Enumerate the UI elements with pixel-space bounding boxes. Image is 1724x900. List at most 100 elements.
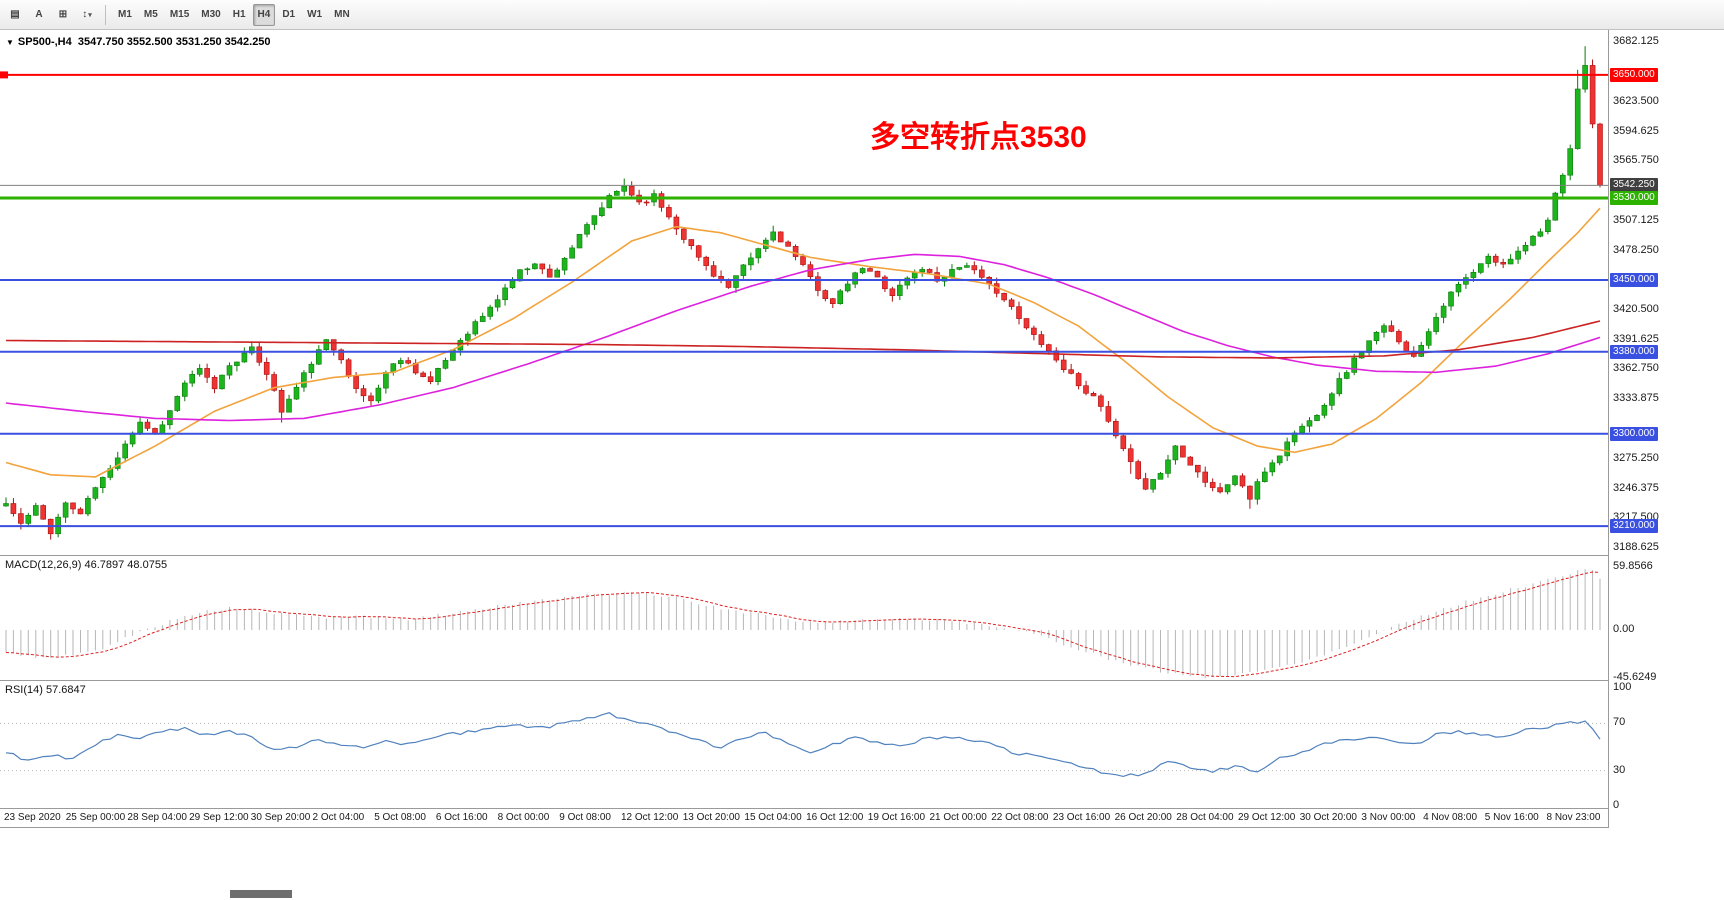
price-tick-label: 3507.125 <box>1613 214 1659 227</box>
time-tick-label: 2 Oct 04:00 <box>312 812 365 823</box>
time-tick-label: 4 Nov 08:00 <box>1423 812 1478 823</box>
price-level-badge: 3450.000 <box>1610 273 1658 287</box>
macd-axis-label: 59.8566 <box>1613 560 1653 573</box>
macd-signal-line <box>5 571 1601 678</box>
chart-ohlc-values: 3547.750 3552.500 3531.250 3542.250 <box>77 36 271 48</box>
draw-tools-icon: ↕ <box>82 9 88 20</box>
time-tick-label: 28 Sep 04:00 <box>127 812 187 823</box>
timeframe-h4-button[interactable]: H4 <box>252 3 276 26</box>
chart-annotation-text[interactable]: 多空转折点3530 <box>870 121 1087 154</box>
rsi-name: RSI(14) <box>5 684 43 696</box>
time-tick-label: 3 Nov 00:00 <box>1361 812 1416 823</box>
timeframe-m30-button[interactable]: M30 <box>201 9 221 20</box>
rsi-value: 57.6847 <box>45 684 86 696</box>
macd-name: MACD(12,26,9) <box>5 559 82 571</box>
macd-histogram <box>5 569 1601 679</box>
toolbar-tools-group: ▤ A ⊞ ↕ ▾ <box>4 4 98 26</box>
toolbar-separator <box>105 4 106 25</box>
price-tick-label: 3478.250 <box>1613 244 1659 257</box>
crosshair-icon: ⊞ <box>58 9 68 20</box>
panel-separator <box>0 808 1724 809</box>
chart-title: ▼ SP500-,H4 3547.750 3552.500 3531.250 35… <box>6 36 271 48</box>
candlesticks-layer <box>3 46 1603 540</box>
panel-separator[interactable] <box>0 680 1724 681</box>
price-level-badge: 3530.000 <box>1610 190 1658 205</box>
time-tick-label: 30 Sep 20:00 <box>250 812 311 823</box>
timeframe-m15-button[interactable]: M15 <box>169 9 190 20</box>
macd-axis-label: -45.6249 <box>1613 670 1657 683</box>
price-chart-canvas[interactable] <box>0 30 1608 555</box>
time-tick-label: 13 Oct 20:00 <box>682 812 740 823</box>
rsi-line <box>5 712 1601 778</box>
ma-slow-red-line <box>5 320 1601 359</box>
time-tick-label: 26 Oct 20:00 <box>1114 812 1172 823</box>
text-annotate-button[interactable]: A <box>28 4 50 26</box>
chart-bottom-border <box>0 827 1724 828</box>
price-level-badge: 3380.000 <box>1610 344 1658 359</box>
timeframe-toolbar: M1 M5 M15 M30 H1 H4 D1 W1 MN <box>113 3 355 26</box>
time-tick-label: 12 Oct 12:00 <box>621 812 679 823</box>
price-tick-label: 3362.750 <box>1613 362 1659 375</box>
macd-indicator-label: MACD(12,26,9) 46.7897 48.0755 <box>5 559 167 571</box>
time-tick-label: 19 Oct 16:00 <box>867 812 926 823</box>
macd-axis-label: 0.00 <box>1613 623 1635 635</box>
timeframe-m1-button[interactable]: M1 <box>118 9 132 20</box>
price-tick-label: 3623.500 <box>1613 95 1659 108</box>
time-tick-label: 28 Oct 04:00 <box>1176 812 1234 823</box>
timeframe-m5-button[interactable]: M5 <box>143 9 158 20</box>
time-tick-label: 23 Sep 2020 <box>4 812 61 823</box>
charts-grid-button[interactable]: ▤ <box>4 4 26 26</box>
macd-panel-canvas[interactable] <box>0 556 1608 680</box>
main-toolbar: ▤ A ⊞ ↕ ▾ M1 M5 M15 M30 H1 H4 D1 W1 MN <box>0 0 1724 30</box>
time-tick-label: 29 Sep 12:00 <box>189 812 249 823</box>
price-tick-label: 3682.125 <box>1613 35 1659 47</box>
panel-separator[interactable] <box>0 555 1724 556</box>
time-tick-label: 8 Oct 00:00 <box>497 812 550 823</box>
timeframe-w1-button[interactable]: W1 <box>307 9 323 20</box>
time-tick-label: 8 Nov 23:00 <box>1546 812 1601 823</box>
time-tick-label: 21 Oct 00:00 <box>929 812 987 823</box>
crosshair-button[interactable]: ⊞ <box>52 4 74 26</box>
collapse-triangle-icon[interactable]: ▼ <box>6 38 14 47</box>
price-tick-label: 3246.375 <box>1613 481 1659 494</box>
price-tick-label: 3565.750 <box>1613 154 1659 167</box>
price-tick-label: 3188.625 <box>1613 541 1659 553</box>
time-tick-label: 5 Nov 16:00 <box>1484 812 1539 823</box>
timeframe-d1-button[interactable]: D1 <box>282 9 296 20</box>
time-tick-label: 25 Sep 00:00 <box>65 812 126 823</box>
ma-mid-magenta-line <box>5 253 1601 422</box>
price-tick-label: 3594.625 <box>1613 124 1659 137</box>
price-tick-label: 3275.250 <box>1613 452 1659 465</box>
time-tick-label: 29 Oct 12:00 <box>1238 812 1296 823</box>
rsi-axis-label: 30 <box>1613 763 1626 776</box>
price-level-badge: 3210.000 <box>1610 519 1658 534</box>
draw-tools-button[interactable]: ↕ ▾ <box>76 4 98 26</box>
price-axis: 3682.125 3623.500 3594.625 3565.750 3507.125… <box>1609 30 1724 828</box>
time-tick-label: 16 Oct 12:00 <box>806 812 864 823</box>
price-tick-label: 3333.875 <box>1613 392 1659 405</box>
charts-grid-icon: ▤ <box>10 9 20 20</box>
chart-symbol-label: SP500-,H4 <box>17 36 72 48</box>
time-tick-label: 9 Oct 08:00 <box>559 812 611 823</box>
rsi-axis-label: 70 <box>1613 716 1626 729</box>
price-level-badge: 3542.250 <box>1610 178 1658 193</box>
rsi-axis-label: 100 <box>1613 681 1632 693</box>
macd-values: 46.7897 48.0755 <box>84 559 168 571</box>
time-tick-label: 15 Oct 04:00 <box>744 812 802 823</box>
time-tick-label: 30 Oct 20:00 <box>1299 812 1357 823</box>
time-tick-label: 23 Oct 16:00 <box>1052 812 1111 823</box>
price-axis-border <box>1608 30 1609 828</box>
rsi-axis-label: 0 <box>1613 799 1620 811</box>
price-tick-label: 3391.625 <box>1613 332 1659 345</box>
rsi-panel-canvas[interactable] <box>0 681 1608 808</box>
horizontal-scrollbar-thumb[interactable] <box>230 890 292 898</box>
timeframe-h1-button[interactable]: H1 <box>232 9 246 20</box>
text-annotate-icon: A <box>35 9 43 20</box>
price-tick-label: 3420.500 <box>1613 303 1659 316</box>
timeframe-mn-button[interactable]: MN <box>334 9 350 20</box>
hline-drag-handle[interactable] <box>0 71 8 79</box>
ma-fast-orange-line <box>5 207 1601 478</box>
dropdown-caret-icon: ▾ <box>88 11 92 19</box>
time-tick-label: 5 Oct 08:00 <box>374 812 426 823</box>
